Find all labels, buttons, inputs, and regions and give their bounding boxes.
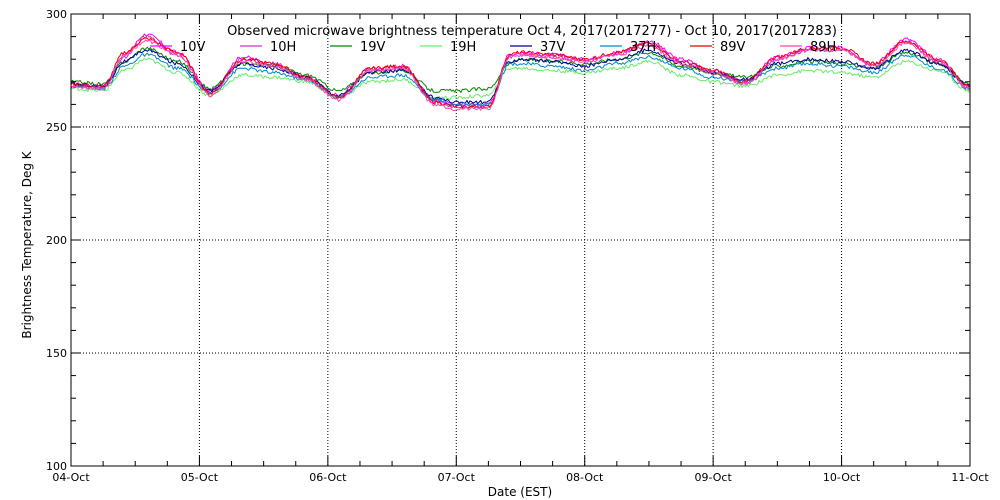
series-line-89V [70,37,971,109]
legend: 10V 10H 19V 19H 37V 37H 89V 89H [150,40,836,55]
legend-label: 19V [360,40,386,55]
x-tick-label: 05-Oct [181,471,219,484]
legend-item-10H: 10H [240,40,296,55]
x-tick-label: 06-Oct [309,471,347,484]
y-tick-label: 300 [46,8,67,21]
legend-item-10V: 10V [150,40,206,55]
x-tick-label: 10-Oct [823,471,861,484]
y-tick-label: 200 [46,234,67,247]
series-line-37H [70,52,971,107]
label-layer: 100 150 200 250 300 04-Oct 05-Oct 06-Oct 07-Oct 0… [46,8,989,484]
legend-label: 37V [540,40,566,55]
legend-item-89H: 89H [780,40,836,55]
tick-layer [70,13,971,467]
legend-label: 89H [810,40,836,55]
series-line-19H [70,57,971,100]
x-tick-label: 11-Oct [951,471,989,484]
x-tick-label: 07-Oct [438,471,476,484]
legend-label: 10V [180,40,206,55]
legend-item-89V: 89V [690,40,746,55]
legend-label: 10H [270,40,296,55]
chart-title: Observed microwave brightness temperatur… [227,24,837,39]
series-line-89H [71,39,971,111]
legend-item-19H: 19H [420,40,476,55]
legend-label: 19H [450,40,476,55]
x-tick-label: 04-Oct [52,471,90,484]
legend-item-37H: 37H [600,40,656,55]
legend-label: 37H [630,40,656,55]
series-layer [70,33,971,111]
y-axis-title: Brightness Temperature, Deg K [20,150,34,338]
y-tick-label: 150 [46,347,67,360]
x-axis-title: Date (EST) [488,485,552,499]
y-tick-label: 250 [46,121,67,134]
y-tick-label: 100 [46,460,67,473]
legend-label: 89V [720,40,746,55]
x-tick-label: 08-Oct [566,471,604,484]
x-tick-label: 09-Oct [694,471,732,484]
legend-item-37V: 37V [510,40,566,55]
legend-item-19V: 19V [330,40,386,55]
